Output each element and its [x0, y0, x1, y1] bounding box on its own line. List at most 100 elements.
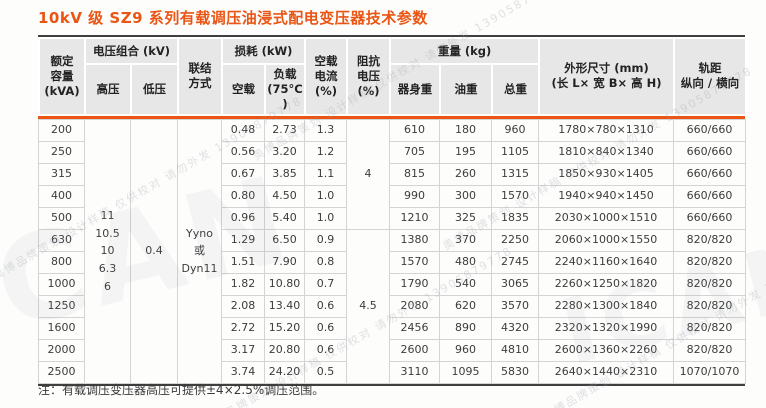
- cell-oil-weight: 180: [439, 118, 492, 142]
- cell-total-weight: 1315: [491, 162, 539, 186]
- cell-capacity: 630: [38, 228, 85, 252]
- cell-no-load-loss: 1.29: [221, 228, 265, 252]
- cell-no-load-current: 0.8: [304, 250, 347, 274]
- header-dimensions: 外形尺寸 (mm) (长 L× 宽 B× 高 H): [538, 37, 676, 116]
- cell-gauge: 820/820: [673, 316, 746, 340]
- cell-impedance-merged: 4.5: [346, 228, 390, 384]
- cell-no-load-loss: 0.67: [221, 162, 265, 186]
- spec-table-body-section: 200 11 10.5 10 6.3 6 0.4 Yyno 或 Dyn11 0.48 2.…: [38, 118, 746, 386]
- cell-gauge: 660/660: [673, 118, 746, 142]
- cell-total-weight: 4810: [491, 338, 539, 362]
- cell-oil-weight: 370: [439, 228, 492, 252]
- header-lv: 低压: [129, 63, 180, 116]
- cell-total-weight: 960: [491, 118, 539, 142]
- spec-row-2500: 2500 3.74 24.20 0.5 3110 1095 5830 2640×1440×23…: [38, 360, 746, 384]
- cell-no-load-loss: 0.80: [221, 184, 265, 208]
- cell-dimensions: 2060×1000×1550: [538, 228, 674, 252]
- spec-row-1250: 1250 2.08 13.40 0.6 2080 620 3570 2280×1300×184…: [38, 294, 746, 318]
- cell-no-load-loss: 2.72: [221, 316, 265, 340]
- cell-oil-weight: 540: [439, 272, 492, 296]
- cell-no-load-current: 1.3: [304, 118, 347, 142]
- cell-no-load-current: 1.1: [304, 162, 347, 186]
- cell-dimensions: 2030×1000×1510: [538, 206, 674, 230]
- header-oil-weight: 油重: [439, 63, 494, 116]
- spec-table-header: 额定 容量 (kVA) 电压组合 (kV) 联结 方式 损耗 (kW) 空载 电…: [38, 35, 748, 119]
- cell-impedance-merged: 4: [346, 118, 390, 230]
- cell-no-load-current: 0.6: [304, 338, 347, 362]
- cell-gauge: 820/820: [673, 338, 746, 362]
- cell-body-weight: 3110: [389, 360, 440, 384]
- cell-dimensions: 2260×1250×1820: [538, 272, 674, 296]
- cell-total-weight: 5830: [491, 360, 539, 384]
- cell-no-load-current: 0.7: [304, 272, 347, 296]
- cell-dimensions: 1810×840×1340: [538, 140, 674, 164]
- cell-oil-weight: 1095: [439, 360, 492, 384]
- cell-capacity: 1250: [38, 294, 85, 318]
- cell-no-load-current: 0.6: [304, 294, 347, 318]
- spec-row-2000: 2000 3.17 20.80 0.6 2600 960 4810 2600×1360×226…: [38, 338, 746, 362]
- cell-lv-merged: 0.4: [130, 118, 178, 384]
- header-no-load-current: 空载 电流 (%): [304, 37, 349, 116]
- cell-gauge: 820/820: [673, 294, 746, 318]
- cell-oil-weight: 620: [439, 294, 492, 318]
- cell-dimensions: 2640×1440×2310: [538, 360, 674, 384]
- header-impedance: 阻抗 电压 (%): [346, 37, 392, 116]
- cell-total-weight: 2745: [491, 250, 539, 274]
- header-body-weight: 器身重: [389, 63, 442, 116]
- spec-table-body: 200 11 10.5 10 6.3 6 0.4 Yyno 或 Dyn11 0.48 2.…: [38, 118, 746, 384]
- cell-capacity: 800: [38, 250, 85, 274]
- spec-table: 额定 容量 (kVA) 电压组合 (kV) 联结 方式 损耗 (kW) 空载 电…: [38, 35, 748, 386]
- cell-load-loss: 10.80: [264, 272, 305, 296]
- cell-load-loss: 4.50: [264, 184, 305, 208]
- header-load-loss: 负载 (75°C ): [264, 63, 307, 116]
- cell-total-weight: 1105: [491, 140, 539, 164]
- cell-capacity: 500: [38, 206, 85, 230]
- cell-no-load-current: 1.2: [304, 140, 347, 164]
- cell-capacity: 2000: [38, 338, 85, 362]
- cell-oil-weight: 890: [439, 316, 492, 340]
- cell-dimensions: 2280×1300×1840: [538, 294, 674, 318]
- cell-body-weight: 1790: [389, 272, 440, 296]
- cell-no-load-loss: 2.08: [221, 294, 265, 318]
- cell-dimensions: 1940×940×1450: [538, 184, 674, 208]
- cell-connection-merged: Yyno 或 Dyn11: [177, 118, 222, 384]
- cell-dimensions: 1850×930×1405: [538, 162, 674, 186]
- spec-row-315: 315 0.67 3.85 1.1 815 260 1315 1850×930×1405 660…: [38, 162, 746, 186]
- cell-total-weight: 2250: [491, 228, 539, 252]
- cell-dimensions: 2600×1360×2260: [538, 338, 674, 362]
- cell-gauge: 820/820: [673, 250, 746, 274]
- cell-no-load-loss: 1.82: [221, 272, 265, 296]
- cell-no-load-loss: 0.56: [221, 140, 265, 164]
- cell-dimensions: 2320×1320×1990: [538, 316, 674, 340]
- header-no-load-loss: 空载: [221, 63, 267, 116]
- cell-oil-weight: 195: [439, 140, 492, 164]
- cell-no-load-current: 0.5: [304, 360, 347, 384]
- cell-oil-weight: 300: [439, 184, 492, 208]
- cell-load-loss: 20.80: [264, 338, 305, 362]
- cell-no-load-loss: 1.51: [221, 250, 265, 274]
- page-title: 10kV 级 SZ9 系列有载调压油浸式配电变压器技术参数: [38, 9, 428, 27]
- spec-row-200: 200 11 10.5 10 6.3 6 0.4 Yyno 或 Dyn11 0.48 2.…: [38, 118, 746, 384]
- cell-body-weight: 2600: [389, 338, 440, 362]
- cell-oil-weight: 325: [439, 206, 492, 230]
- cell-load-loss: 13.40: [264, 294, 305, 318]
- cell-capacity: 1600: [38, 316, 85, 340]
- cell-body-weight: 2456: [389, 316, 440, 340]
- cell-total-weight: 3065: [491, 272, 539, 296]
- cell-body-weight: 1380: [389, 228, 440, 252]
- cell-capacity: 400: [38, 184, 85, 208]
- cell-load-loss: 5.40: [264, 206, 305, 230]
- cell-load-loss: 7.90: [264, 250, 305, 274]
- cell-oil-weight: 960: [439, 338, 492, 362]
- spec-row-800: 800 1.51 7.90 0.8 1570 480 2745 2240×1160×1640 8…: [38, 250, 746, 274]
- cell-body-weight: 815: [389, 162, 440, 186]
- cell-gauge: 660/660: [673, 162, 746, 186]
- cell-total-weight: 1835: [491, 206, 539, 230]
- spec-row-1600: 1600 2.72 15.20 0.6 2456 890 4320 2320×1320×199…: [38, 316, 746, 340]
- header-gauge: 轨距 纵向 / 横向: [673, 37, 748, 116]
- cell-body-weight: 610: [389, 118, 440, 142]
- cell-load-loss: 3.20: [264, 140, 305, 164]
- cell-no-load-current: 1.0: [304, 184, 347, 208]
- cell-no-load-loss: 3.17: [221, 338, 265, 362]
- cell-oil-weight: 260: [439, 162, 492, 186]
